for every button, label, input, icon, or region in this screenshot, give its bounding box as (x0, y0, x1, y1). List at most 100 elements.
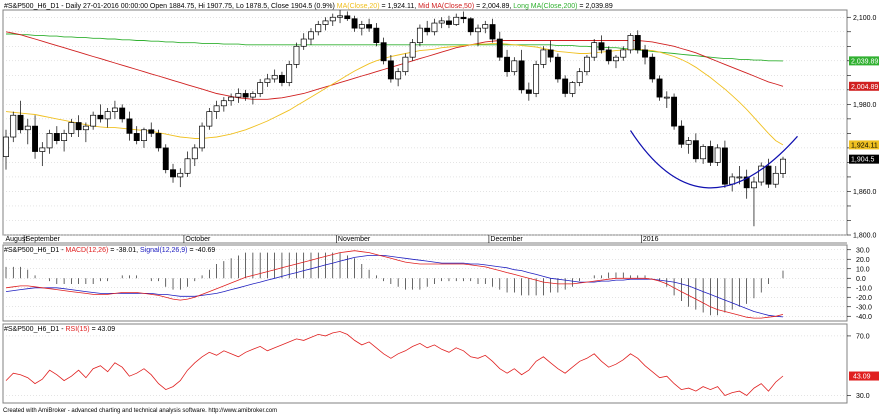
trend-arc (629, 130, 798, 189)
price-panel-title: #S&P500_H6_D1 - Daily 27-01-2016 00:00:0… (4, 3, 613, 10)
candle-body (642, 49, 648, 58)
candle-body (162, 147, 169, 171)
candle-body (24, 125, 31, 131)
candle (489, 18, 496, 43)
candle-body (576, 71, 583, 83)
price-badge-label: 2,004.89 (851, 84, 878, 91)
macd-tick-label: -20.0 (856, 295, 872, 302)
candle-body (46, 133, 53, 149)
candle-body (10, 114, 17, 138)
candle (780, 156, 786, 179)
candle (416, 24, 423, 47)
candle-body (264, 78, 271, 83)
candle (104, 107, 111, 128)
candle-body (191, 147, 198, 160)
candle-body (315, 24, 322, 33)
candle (656, 75, 663, 101)
candle (278, 71, 285, 87)
candle (32, 115, 38, 159)
month-label: September (26, 236, 61, 243)
candle (772, 166, 779, 188)
candle-body (75, 122, 82, 131)
candle (409, 39, 416, 61)
candle-body (206, 111, 213, 127)
candle-body (416, 27, 423, 44)
candle-body (721, 147, 728, 185)
candle-body (431, 22, 438, 33)
price-badge-label: 1,904.5 (851, 157, 874, 164)
macd-tick-label: 20.0 (856, 257, 870, 264)
candle-body (525, 89, 532, 94)
candle-body (199, 125, 206, 149)
rsi-line (5, 331, 784, 397)
candle-body (155, 133, 162, 149)
candle (111, 100, 118, 119)
candle (743, 169, 750, 199)
price-badge: 1,924.11 (849, 140, 879, 150)
candle-body (751, 181, 757, 189)
candle-body (68, 122, 75, 134)
candle (257, 78, 264, 98)
candle-body (743, 176, 750, 189)
candle-body (533, 64, 540, 94)
candle-body (707, 146, 714, 163)
macd-tick-label: 30.0 (856, 247, 870, 254)
arc-annotation-layer (629, 130, 798, 189)
candle-body (373, 27, 380, 44)
candle-body (496, 38, 503, 58)
candle (402, 53, 409, 76)
candle (170, 163, 176, 183)
candle (133, 126, 140, 145)
candle-body (489, 24, 496, 40)
candle (191, 144, 198, 167)
ma-long-legend: Long MA(Close,200) (513, 3, 577, 10)
candle (39, 142, 46, 167)
candle-body (511, 60, 518, 73)
candle-body (627, 35, 634, 51)
candle (460, 11, 467, 24)
candle-body (32, 125, 38, 152)
candle-body (53, 133, 60, 141)
candle (424, 20, 431, 36)
candle (53, 126, 60, 145)
candle (90, 111, 97, 130)
candle-body (714, 147, 721, 163)
candle (467, 17, 474, 36)
candle (344, 11, 351, 21)
candle-body (351, 18, 358, 29)
candle-body (213, 105, 220, 112)
candle (293, 42, 300, 69)
candle-body (344, 15, 351, 20)
candle-body (504, 56, 511, 73)
candle-body (39, 147, 46, 152)
candle-body (591, 42, 598, 58)
candle (206, 107, 213, 130)
axis-label-layer: 2,100.0 1,980.0 1,860.0 1,800.0 2,039.89 2,00… (847, 15, 879, 400)
candle (613, 55, 619, 69)
candle-body (337, 15, 343, 18)
candle-body (620, 49, 627, 58)
candle (700, 144, 707, 164)
price-tick-label: 1,860.0 (853, 189, 876, 196)
candle (562, 75, 569, 98)
candle-body (772, 172, 779, 185)
candle (351, 15, 358, 32)
rsi-tick-label: 30.0 (856, 393, 870, 400)
candle (518, 49, 525, 94)
candle (97, 104, 104, 123)
candle (184, 151, 191, 177)
candle-body (358, 24, 365, 29)
candle (533, 60, 540, 98)
candle-body (692, 140, 699, 160)
candle (61, 129, 68, 152)
candle (177, 168, 184, 188)
candle (678, 120, 685, 148)
candle (634, 30, 641, 54)
candle (453, 13, 460, 26)
candle-body (685, 140, 692, 145)
candle-body (308, 31, 314, 40)
candle-body (402, 56, 409, 73)
